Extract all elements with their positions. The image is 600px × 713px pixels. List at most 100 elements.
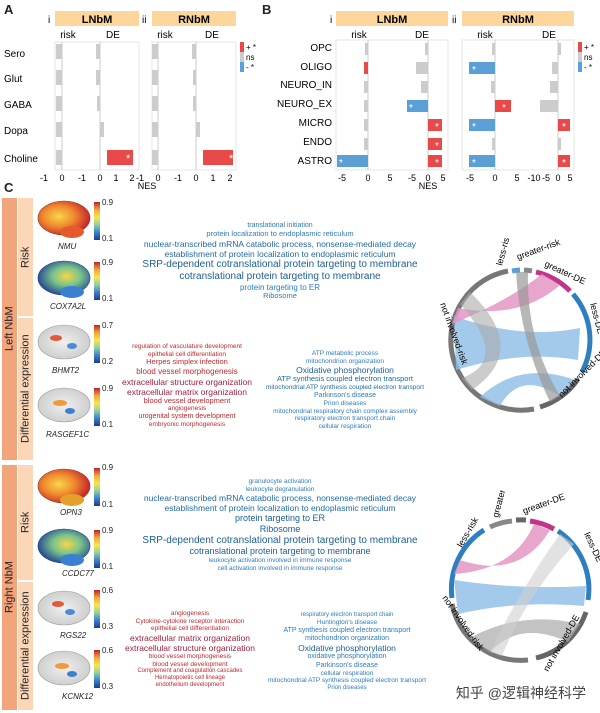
gene-label: COX7A2L xyxy=(50,302,87,311)
b-tick: -5 xyxy=(338,173,346,183)
chord-diagram-right: less-risk greater-risk greater-DE less-D… xyxy=(440,490,600,673)
chord-label: greater-DE xyxy=(521,491,566,515)
a-tick: -1 xyxy=(136,173,144,183)
b-tract-header-l xyxy=(336,11,448,26)
chord-label: greater-risk xyxy=(515,238,562,262)
a-bar xyxy=(193,96,196,111)
b-tick: -5 xyxy=(408,173,416,183)
b-tick: 0 xyxy=(492,173,497,183)
wordcloud-left-de-up: regulation of vasculature development ep… xyxy=(112,343,262,429)
colorbar-min: 0.1 xyxy=(102,500,114,509)
b-legend-pos-swatch xyxy=(578,42,582,52)
a-tract-header-l xyxy=(55,11,139,26)
term: mitochondrion organization xyxy=(305,357,385,365)
b-bar xyxy=(469,119,495,131)
a-row-label: Glut xyxy=(4,74,23,85)
b-bar xyxy=(469,62,495,74)
gene-label: NMU xyxy=(58,242,77,251)
term: ATP synthesis coupled electron transport xyxy=(283,626,411,634)
colorbar-min: 0.1 xyxy=(102,234,114,243)
a-sig-star: * xyxy=(126,153,131,165)
b-bar xyxy=(558,119,570,131)
gene-label: CCDC77 xyxy=(62,569,95,578)
term: cotranslational protein targeting to mem… xyxy=(179,270,381,282)
b-bar xyxy=(492,43,495,55)
b-col-de-r: DE xyxy=(542,30,556,41)
colorbar-max: 0.9 xyxy=(102,258,114,267)
panel-c-letter: C xyxy=(4,180,14,195)
colorbar-max: 0.6 xyxy=(102,586,114,595)
a-row-label: Choline xyxy=(4,154,38,165)
panel-a-letter: A xyxy=(4,2,14,17)
term: Cytokine-cytokine receptor interaction xyxy=(135,617,245,625)
term: epithelial cell differentiation xyxy=(148,350,226,358)
term: establishment of protein localization to… xyxy=(164,249,396,260)
watermark: 知乎 @逻辑神经科学 xyxy=(455,685,586,701)
a-legend-pos: + * xyxy=(246,43,256,52)
a-row-label: GABA xyxy=(4,100,32,111)
b-tract-index-1: i xyxy=(330,15,332,26)
b-sig-star: * xyxy=(435,141,439,152)
b-bar xyxy=(469,155,495,167)
colorbar-min: 0.3 xyxy=(102,682,114,691)
b-sig-star: * xyxy=(339,158,343,169)
a-bar xyxy=(192,44,196,59)
a-bar xyxy=(56,70,62,85)
b-legend-pos: + * xyxy=(584,43,594,52)
term: protein localization to endoplasmic reti… xyxy=(206,229,354,239)
chord-label: greater-risk xyxy=(490,490,512,519)
term: extracellular matrix organization xyxy=(127,386,247,397)
term: establishment of protein localization to… xyxy=(164,503,396,514)
colorbar xyxy=(94,388,100,426)
b-bar xyxy=(364,81,368,93)
gene-label: BHMT2 xyxy=(52,366,80,375)
a-frame-l xyxy=(54,41,140,171)
b-bar xyxy=(558,138,561,150)
b-frame-l xyxy=(335,39,449,171)
b-row-label: OLIGO xyxy=(300,62,332,73)
colorbar-min: 0.1 xyxy=(102,420,114,429)
a-legend-neg: - * xyxy=(246,63,254,72)
a-tract-name-l: LNbM xyxy=(82,14,113,26)
term: embryonic morphogenesis xyxy=(148,421,226,429)
term: blood vessel development xyxy=(152,660,228,668)
colorbar xyxy=(94,262,100,300)
b-row-label: OPC xyxy=(310,43,332,54)
term: Parkinson's disease xyxy=(313,391,377,399)
b-bar xyxy=(540,100,558,112)
a-bar xyxy=(203,150,233,165)
b-tract-name-r: RNbM xyxy=(502,14,534,26)
b-bar xyxy=(421,81,428,93)
term: ATP metabolic process xyxy=(311,350,379,357)
a-tick: 0 xyxy=(59,173,64,183)
b-tract-header-r xyxy=(462,11,574,26)
term: Ribosome xyxy=(259,523,301,534)
a-bar xyxy=(152,150,158,165)
term: granulocyte activation xyxy=(248,478,312,485)
term: blood vessel morphogenesis xyxy=(136,367,238,377)
b-bar xyxy=(558,43,561,55)
a-col-risk-l: risk xyxy=(60,30,77,41)
panel-a-chart: i LNbM ii RNbM risk DE risk DE Sero Glut… xyxy=(4,11,256,190)
colorbar-max: 0.9 xyxy=(102,526,114,535)
term: translational initiation xyxy=(247,222,313,229)
a-col-risk-r: risk xyxy=(157,30,174,41)
term: cell activation involved in immune respo… xyxy=(217,564,343,572)
colorbar-max: 0.9 xyxy=(102,384,114,393)
a-tick: 2 xyxy=(129,173,134,183)
term: cotranslational protein targeting to mem… xyxy=(189,546,371,557)
term: protein targeting to ER xyxy=(239,282,321,292)
b-bar xyxy=(365,43,368,55)
term: angiogenesis xyxy=(167,405,207,413)
b-bar xyxy=(558,155,570,167)
side-left-de: Differential expression xyxy=(18,318,33,460)
b-tract-name-l: LNbM xyxy=(377,14,408,26)
b-bar xyxy=(491,81,495,93)
a-col-de-r: DE xyxy=(205,30,219,41)
colorbar xyxy=(94,650,100,688)
b-sig-star: * xyxy=(502,103,506,114)
b-col-de-l: DE xyxy=(415,30,429,41)
chord-diagram-left: less-risk greater-risk greater-DE less-D… xyxy=(438,238,600,413)
b-sig-star: * xyxy=(409,103,413,114)
b-bar xyxy=(495,100,511,112)
